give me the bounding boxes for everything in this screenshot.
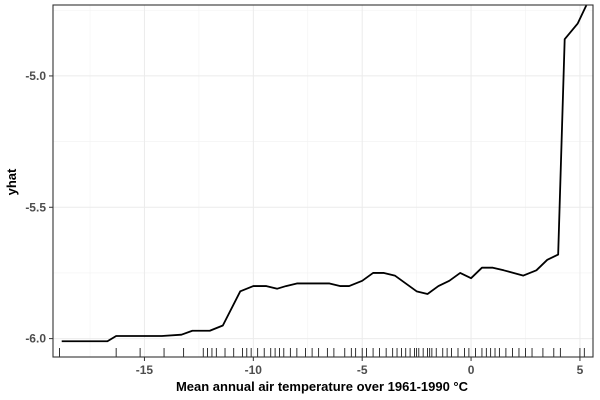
y-tick-label: -6.0 <box>25 332 46 346</box>
grid-major <box>53 5 593 357</box>
y-tick-label: -5.5 <box>25 200 46 214</box>
x-tick-label: 5 <box>577 363 584 377</box>
y-tick-label: -5.0 <box>25 69 46 83</box>
series-line <box>61 4 588 343</box>
x-tick-label: -10 <box>245 363 263 377</box>
grid-minor <box>53 5 593 357</box>
x-tick-label: -15 <box>136 363 154 377</box>
y-axis-title: yhat <box>4 168 19 195</box>
panel-border <box>52 4 594 358</box>
x-axis-title: Mean annual air temperature over 1961-19… <box>176 379 469 394</box>
x-ticks: -15 -10 -5 0 5 <box>136 357 584 377</box>
x-tick-label: -5 <box>357 363 368 377</box>
y-ticks: -6.0 -5.5 -5.0 <box>25 69 53 346</box>
x-tick-label: 0 <box>468 363 475 377</box>
rug <box>59 348 585 357</box>
